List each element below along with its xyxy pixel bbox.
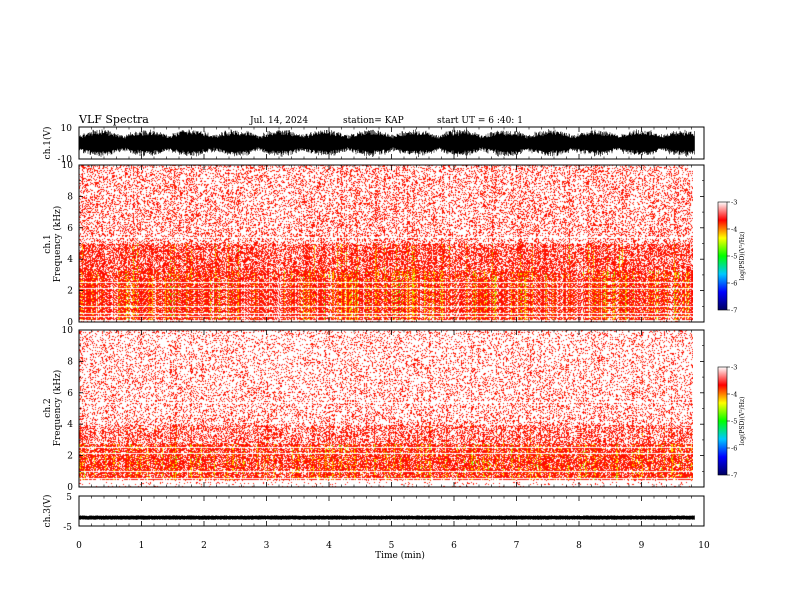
spectrogram-ytick-label: 10: [62, 161, 74, 171]
colorbar-tick-label: -6: [731, 280, 737, 288]
ch2-colorbar: -3 -4 -5 -6 -7 log(PSD)(V²/Hz): [717, 364, 746, 480]
colorbar-gradient: [717, 366, 728, 476]
colorbar-tick-label: -5: [731, 253, 737, 261]
panel1-ticks: [78, 127, 705, 159]
spectrogram-ytick-label: 0: [67, 483, 73, 493]
colorbar-tick-label: -5: [731, 418, 737, 426]
spectrogram-ytick-label: 2: [67, 452, 73, 462]
x-tick-label: 5: [389, 541, 395, 551]
x-tick-label: 7: [514, 541, 520, 551]
ch3-waveform-ylabel: ch.3(V): [42, 495, 53, 528]
spectrogram-ytick-label: 6: [67, 389, 73, 399]
colorbar-tick-label: -4: [731, 391, 737, 399]
ch1-spectrogram-image: [79, 165, 693, 322]
colorbar-gradient: [717, 201, 728, 311]
colorbar-tick-label: -3: [731, 199, 737, 207]
panel-ch1-spectrogram: 0 2 4 6 8 10 ch.1 Frequency (kHz): [43, 161, 705, 328]
spectrogram-ytick-label: 8: [67, 192, 73, 202]
x-tick-label: 4: [326, 541, 332, 551]
spectrogram-ytick-label: 0: [67, 318, 73, 328]
ch1-spectrogram-ylabel-line1: ch.1: [43, 234, 53, 253]
colorbar-tick-label: -4: [731, 226, 737, 234]
ch3-ytick-top: 5: [66, 493, 72, 503]
spectrogram-ytick-label: 4: [67, 255, 73, 265]
x-tick-label: 3: [264, 541, 270, 551]
ch3-ytick-bottom: -5: [63, 523, 72, 533]
panel-ch1-waveform: 10 -10 ch.1(V): [42, 124, 705, 165]
ch1-ytick-top: 10: [61, 124, 73, 134]
ch2-spectrogram-ylabel-line1: ch.2: [43, 398, 53, 417]
ch2-spectrogram-yticks: 0 2 4 6 8 10: [62, 326, 704, 493]
colorbar-tick-label: -3: [731, 364, 737, 372]
ch1-waveform-trace: [79, 129, 695, 158]
ch2-spectrogram-ylabel-line2: Frequency (kHz): [52, 370, 63, 447]
ch1-ytick-bottom: -10: [58, 155, 73, 165]
x-tick-label: 10: [698, 541, 710, 551]
x-axis-label: Time (min): [375, 550, 425, 561]
spectrogram-ytick-label: 8: [67, 357, 73, 367]
panel4-ticks: [78, 496, 705, 526]
ch3-waveform-trace: [79, 515, 695, 520]
x-tick-label: 8: [576, 541, 582, 551]
panel-ch2-spectrogram: 0 2 4 6 8 10 ch.2 Frequency (kHz): [43, 326, 705, 493]
panel2-ticks: [78, 165, 705, 322]
x-axis-tick-labels: 0 1 2 3 4 5 6 7 8 9 10: [76, 541, 710, 551]
panel-ch3-waveform: 5 -5 ch.3(V): [42, 493, 705, 533]
ch1-spectrogram-ylabel-line2: Frequency (kHz): [52, 206, 63, 283]
start-time-label: start UT = 6 :40: 1: [437, 116, 523, 126]
x-tick-label: 9: [639, 541, 645, 551]
station-label: station= KAP: [343, 116, 404, 126]
date-label: Jul. 14, 2024: [249, 116, 308, 126]
colorbar-tick-label: -6: [731, 445, 737, 453]
ch1-spectrogram-yticks: 0 2 4 6 8 10: [62, 161, 704, 328]
x-tick-label: 0: [76, 541, 82, 551]
ch1-waveform-line: [79, 129, 695, 158]
spectrogram-ytick-label: 2: [67, 287, 73, 297]
ch1-waveform-ylabel: ch.1(V): [42, 127, 53, 160]
colorbar-tick-label: -7: [731, 472, 737, 480]
figure-title: VLF Spectra: [78, 113, 149, 126]
x-tick-label: 2: [201, 541, 207, 551]
ch2-spectrogram-image: [79, 330, 693, 487]
colorbar-label: log(PSD)(V²/Hz): [739, 397, 746, 446]
spectrogram-ytick-label: 6: [67, 224, 73, 234]
panel3-ticks: [78, 330, 705, 487]
ch1-colorbar: -3 -4 -5 -6 -7 log(PSD)(V²/Hz): [717, 199, 746, 315]
colorbar-label: log(PSD)(V²/Hz): [739, 232, 746, 281]
spectrogram-ytick-label: 4: [67, 420, 73, 430]
x-tick-label: 1: [139, 541, 145, 551]
spectrogram-ytick-label: 10: [62, 326, 74, 336]
colorbar-tick-label: -7: [731, 307, 737, 315]
ch3-waveform-line: [79, 515, 695, 520]
x-tick-label: 6: [451, 541, 457, 551]
